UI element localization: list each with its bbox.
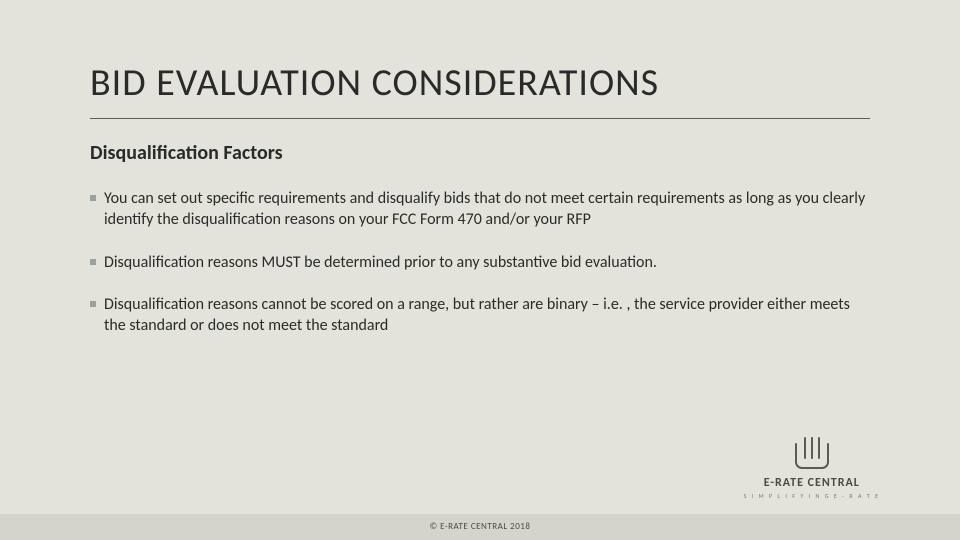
logo-tagline: S I M P L I F Y I N G E - R A T E	[744, 492, 880, 500]
list-item: You can set out specific requirements an…	[90, 189, 870, 231]
copyright-text: © E-RATE CENTRAL 2018	[430, 521, 531, 532]
slide: BID EVALUATION CONSIDERATIONS Disqualifi…	[0, 0, 960, 540]
logo-name: E-RATE CENTRAL	[744, 476, 880, 490]
slide-subtitle: Disqualification Factors	[90, 141, 870, 165]
slide-title: BID EVALUATION CONSIDERATIONS	[90, 60, 870, 106]
erate-central-icon	[790, 436, 834, 472]
logo: E-RATE CENTRAL S I M P L I F Y I N G E -…	[744, 436, 880, 500]
title-divider	[90, 118, 870, 119]
list-item: Disqualification reasons cannot be score…	[90, 295, 870, 337]
footer-bar: © E-RATE CENTRAL 2018	[0, 514, 960, 540]
list-item: Disqualification reasons MUST be determi…	[90, 253, 870, 274]
bullet-list: You can set out specific requirements an…	[90, 189, 870, 337]
